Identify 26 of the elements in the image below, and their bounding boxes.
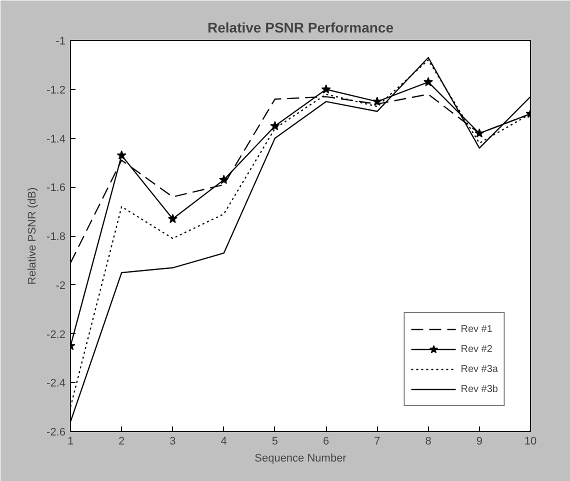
chart-title: Relative PSNR Performance bbox=[208, 20, 394, 36]
y-tick-label: -1 bbox=[56, 36, 66, 48]
legend-label: Rev #3a bbox=[460, 364, 498, 374]
x-tick-label: 3 bbox=[170, 436, 176, 448]
x-tick-label: 1 bbox=[67, 436, 74, 448]
y-tick-label: -1.4 bbox=[46, 133, 66, 146]
y-tick-label: -1.6 bbox=[46, 182, 66, 194]
legend-label: Rev #3b bbox=[460, 384, 498, 394]
x-tick-label: 2 bbox=[118, 436, 125, 448]
legend-label: Rev #1 bbox=[460, 324, 492, 334]
y-tick-label: -2.6 bbox=[46, 426, 66, 438]
y-tick-label: -1.2 bbox=[46, 84, 66, 96]
legend-label: Rev #2 bbox=[460, 344, 492, 354]
x-tick-label: 5 bbox=[272, 436, 278, 448]
x-tick-label: 9 bbox=[476, 436, 482, 448]
x-tick-label: 6 bbox=[322, 436, 330, 448]
y-tick-label: -2.4 bbox=[46, 378, 66, 390]
x-tick-label: 10 bbox=[524, 436, 537, 448]
x-tick-label: 8 bbox=[425, 436, 432, 448]
x-tick-label: 7 bbox=[374, 436, 380, 448]
y-tick-label: -1.8 bbox=[46, 231, 66, 243]
y-tick-label: -2.2 bbox=[46, 328, 66, 341]
y-axis-title: Relative PSNR (dB) bbox=[26, 187, 39, 285]
x-tick-label: 4 bbox=[220, 436, 227, 448]
x-axis-title: Sequence Number bbox=[254, 452, 347, 464]
y-tick-label: -2 bbox=[56, 280, 66, 292]
